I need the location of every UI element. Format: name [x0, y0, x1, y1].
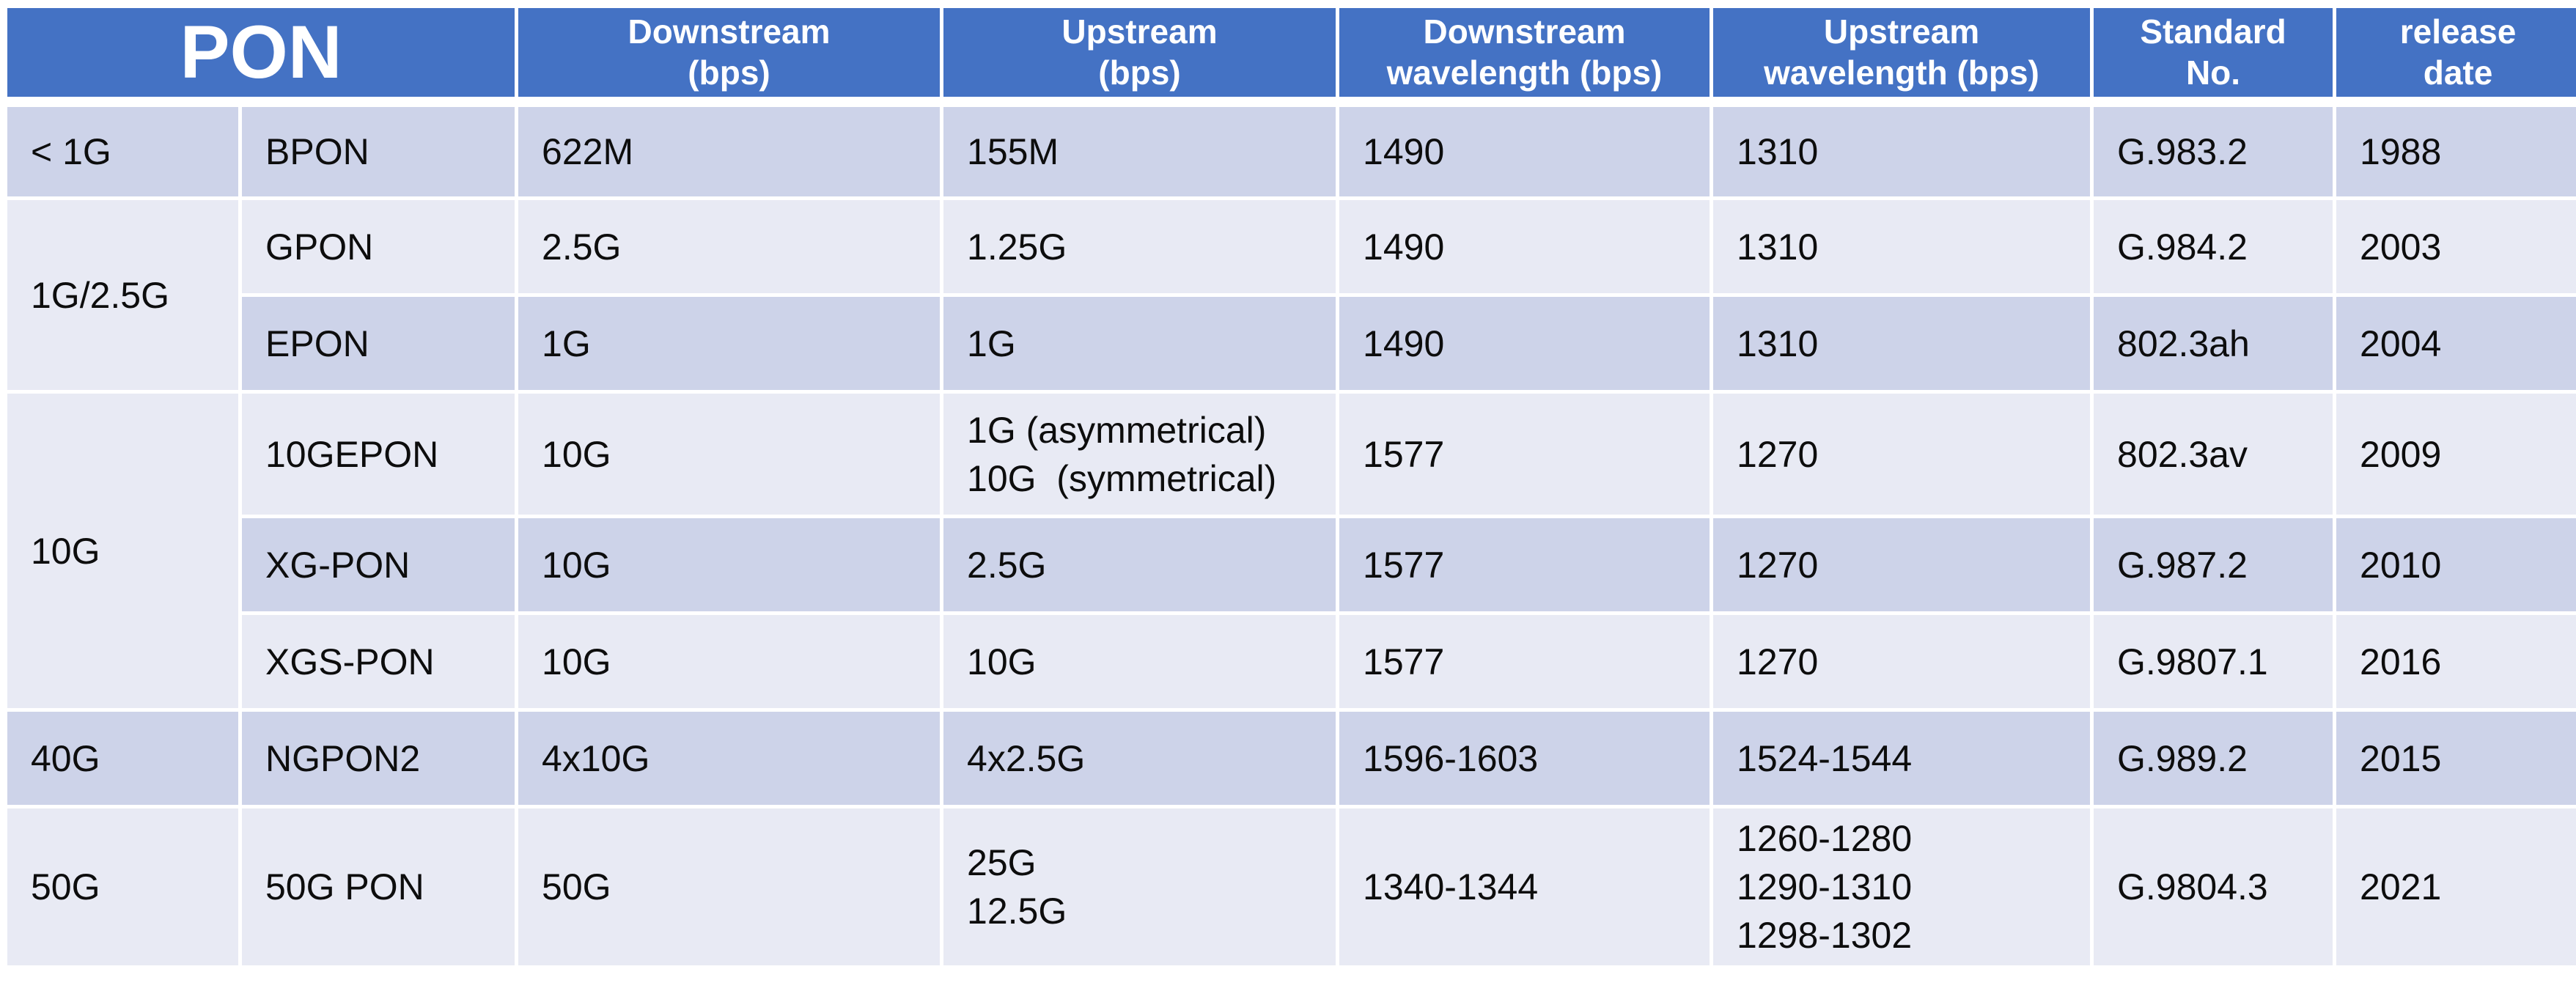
- cell-downstream: 10G: [515, 515, 944, 615]
- category-cell-10g: 10G: [4, 390, 242, 712]
- header-downstream-bps: Downstream (bps): [515, 4, 944, 107]
- table-row-ngpon2: 40G NGPON2 4x10G 4x2.5G 1596-1603 1524-1…: [4, 708, 2576, 808]
- header-pon: PON: [3, 4, 519, 107]
- cell-downstream: 50G: [515, 805, 944, 969]
- cell-downstream-wavelength: 1490: [1336, 196, 1714, 297]
- cell-upstream-wavelength: 1310: [1710, 293, 2094, 394]
- cell-upstream: 155M: [940, 100, 1340, 200]
- category-cell-1g-2-5g: 1G/2.5G: [4, 196, 242, 394]
- cell-standard-no: G.983.2: [2090, 100, 2337, 200]
- table-row-10gepon: 10G 10GEPON 10G 1G (asymmetrical) 10G (s…: [4, 390, 2576, 712]
- header-row: PON Downstream (bps) Upstream (bps) Down…: [3, 4, 2576, 107]
- cell-downstream-wavelength: 1577: [1336, 390, 1714, 518]
- table-row-xg-pon: XG-PON 10G 2.5G 1577 1270 G.987.2 2010: [6, 515, 2576, 615]
- cell-pon-type: NGPON2: [238, 708, 519, 808]
- cell-release-date: 2010: [2333, 515, 2576, 615]
- cell-downstream-wavelength: 1490: [1336, 100, 1714, 200]
- cell-upstream-wavelength: 1270: [1710, 515, 2094, 615]
- header-downstream-wavelength: Downstream wavelength (bps): [1336, 4, 1714, 107]
- cell-upstream-wavelength: 1270: [1710, 611, 2094, 712]
- cell-standard-no: G.9807.1: [2090, 611, 2337, 712]
- pon-standards-table: PON Downstream (bps) Upstream (bps) Down…: [3, 4, 2576, 969]
- table-row-xgs-pon: XGS-PON 10G 10G 1577 1270 G.9807.1 2016: [6, 611, 2576, 712]
- cell-standard-no: G.9804.3: [2090, 805, 2337, 969]
- cell-release-date: 2003: [2333, 196, 2576, 297]
- cell-upstream-wavelength: 1310: [1710, 196, 2094, 297]
- cell-upstream: 1.25G: [940, 196, 1340, 297]
- cell-upstream: 10G: [940, 611, 1340, 712]
- cell-standard-no: 802.3av: [2090, 390, 2337, 518]
- cell-downstream-wavelength: 1577: [1336, 515, 1714, 615]
- table-row-50g-pon: 50G 50G PON 50G 25G 12.5G 1340-1344 1260…: [4, 805, 2576, 969]
- cell-standard-no: G.987.2: [2090, 515, 2337, 615]
- cell-pon-type: EPON: [238, 293, 519, 394]
- cell-upstream: 2.5G: [940, 515, 1340, 615]
- cell-downstream-wavelength: 1340-1344: [1336, 805, 1714, 969]
- header-upstream-bps: Upstream (bps): [940, 4, 1340, 107]
- cell-downstream-wavelength: 1596-1603: [1336, 708, 1714, 808]
- cell-downstream-wavelength: 1577: [1336, 611, 1714, 712]
- cell-downstream: 622M: [515, 100, 944, 200]
- cell-release-date: 2009: [2333, 390, 2576, 518]
- table-row-epon: EPON 1G 1G 1490 1310 802.3ah 2004: [6, 293, 2576, 394]
- header-release-date: release date: [2333, 4, 2576, 107]
- cell-pon-type: 10GEPON: [238, 390, 519, 518]
- cell-upstream: 1G (asymmetrical) 10G (symmetrical): [940, 390, 1340, 518]
- cell-downstream: 2.5G: [515, 196, 944, 297]
- cell-upstream: 4x2.5G: [940, 708, 1340, 808]
- cell-release-date: 2004: [2333, 293, 2576, 394]
- cell-upstream-wavelength: 1270: [1710, 390, 2094, 518]
- cell-upstream: 25G 12.5G: [940, 805, 1340, 969]
- cell-release-date: 1988: [2333, 100, 2576, 200]
- cell-downstream: 4x10G: [515, 708, 944, 808]
- cell-standard-no: G.984.2: [2090, 196, 2337, 297]
- cell-release-date: 2016: [2333, 611, 2576, 712]
- category-cell-lt-1g: < 1G: [4, 100, 242, 200]
- cell-downstream: 10G: [515, 611, 944, 712]
- cell-downstream: 10G: [515, 390, 944, 518]
- cell-pon-type: 50G PON: [238, 805, 519, 969]
- cell-downstream-wavelength: 1490: [1336, 293, 1714, 394]
- cell-standard-no: G.989.2: [2090, 708, 2337, 808]
- table-row-gpon: 1G/2.5G GPON 2.5G 1.25G 1490 1310 G.984.…: [4, 196, 2576, 394]
- cell-release-date: 2021: [2333, 805, 2576, 969]
- cell-pon-type: BPON: [238, 100, 519, 200]
- cell-pon-type: XGS-PON: [238, 611, 519, 712]
- cell-pon-type: XG-PON: [238, 515, 519, 615]
- cell-upstream-wavelength: 1310: [1710, 100, 2094, 200]
- cell-release-date: 2015: [2333, 708, 2576, 808]
- table-row-bpon: < 1G BPON 622M 155M 1490 1310 G.983.2 19…: [4, 100, 2576, 200]
- category-cell-40g: 40G: [4, 708, 242, 808]
- cell-upstream-wavelength: 1524-1544: [1710, 708, 2094, 808]
- cell-pon-type: GPON: [238, 196, 519, 297]
- cell-standard-no: 802.3ah: [2090, 293, 2337, 394]
- cell-upstream-wavelength: 1260-1280 1290-1310 1298-1302: [1710, 805, 2094, 969]
- cell-upstream: 1G: [940, 293, 1340, 394]
- cell-downstream: 1G: [515, 293, 944, 394]
- header-standard-no: Standard No.: [2090, 4, 2337, 107]
- header-upstream-wavelength: Upstream wavelength (bps): [1710, 4, 2094, 107]
- category-cell-50g: 50G: [4, 805, 242, 969]
